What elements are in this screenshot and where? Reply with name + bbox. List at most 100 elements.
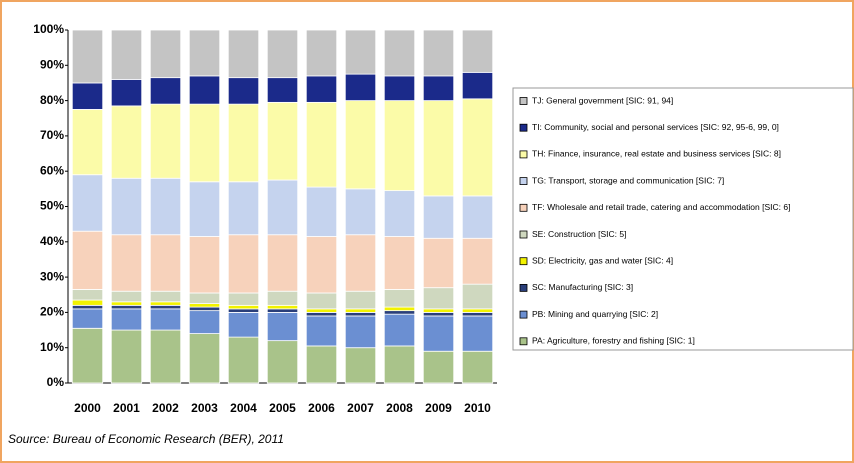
bar-segment	[266, 77, 299, 103]
bar-segment	[149, 329, 182, 384]
legend-swatch	[519, 257, 528, 266]
bar-segment	[344, 315, 377, 349]
bar-segment	[383, 29, 416, 77]
bar-segment	[71, 109, 104, 176]
bar-segment	[149, 301, 182, 306]
bar-segment	[383, 310, 416, 315]
bar-segment	[422, 100, 455, 197]
y-tick-label: 50%	[40, 199, 64, 213]
x-tick-label: 2010	[464, 401, 491, 415]
y-tick-label: 10%	[40, 340, 64, 354]
bar-segment	[149, 234, 182, 292]
bar-segment	[422, 195, 455, 239]
x-tick-label: 2000	[74, 401, 101, 415]
bar-segment	[266, 234, 299, 292]
bar-segment	[266, 308, 299, 313]
bar-segment	[344, 29, 377, 75]
bar-segment	[227, 234, 260, 294]
bar-segment	[188, 75, 221, 105]
legend-swatch	[519, 177, 528, 186]
bar-segment	[71, 230, 104, 290]
bar-segment	[383, 190, 416, 237]
bar-segment	[422, 287, 455, 310]
bar-segment	[110, 329, 143, 384]
bar-segment	[305, 315, 338, 347]
bar-segment	[344, 290, 377, 310]
bar-segment	[149, 77, 182, 105]
bar-segment	[344, 308, 377, 313]
bar-segment	[227, 181, 260, 236]
bar-segment	[461, 237, 494, 285]
bar-segment	[71, 29, 104, 84]
bar-segment	[422, 237, 455, 289]
bar-segment	[188, 181, 221, 237]
legend-swatch	[519, 97, 528, 105]
y-tick-label: 30%	[40, 269, 64, 283]
bar-segment	[188, 303, 221, 308]
x-tick-label: 2005	[269, 401, 296, 415]
x-tick-label: 2003	[191, 401, 218, 415]
bar-segment	[110, 301, 143, 306]
bar-segment	[110, 177, 143, 236]
bar-segment	[71, 308, 104, 329]
bar-segment	[110, 79, 143, 107]
bar-segment	[71, 289, 104, 301]
legend-label: TF: Wholesale and retail trade, catering…	[532, 202, 790, 212]
bar-segment	[227, 103, 260, 183]
bar-segment	[305, 236, 338, 294]
legend-label: TG: Transport, storage and communication…	[532, 175, 724, 185]
legend-box	[512, 87, 854, 351]
legend-label: SC: Manufacturing [SIC: 3]	[532, 282, 633, 292]
x-tick-label: 2008	[386, 401, 413, 415]
y-tick-label: 100%	[33, 22, 64, 36]
bar-segment	[383, 289, 416, 308]
bar-segment	[344, 347, 377, 384]
bar-segment	[461, 98, 494, 197]
bar-segment	[110, 234, 143, 292]
bar-segment	[305, 292, 338, 310]
y-tick-label: 40%	[40, 234, 64, 248]
bar-segment	[266, 311, 299, 342]
bar-segment	[461, 315, 494, 352]
bar-segment	[383, 306, 416, 312]
legend-swatch	[519, 203, 528, 212]
legend-swatch	[519, 283, 528, 292]
bar-segment	[149, 304, 182, 310]
bar-segment	[461, 308, 494, 313]
legend-label: TJ: General government [SIC: 91, 94]	[532, 95, 673, 105]
y-tick-label: 70%	[40, 128, 64, 142]
bar-segment	[305, 186, 338, 237]
bar-segment	[422, 311, 455, 317]
y-tick-label: 0%	[47, 375, 65, 389]
bar-segment	[422, 315, 455, 352]
bar-segment	[305, 345, 338, 384]
bar-segment	[305, 311, 338, 317]
bar-segment	[188, 333, 221, 384]
bar-segment	[110, 290, 143, 303]
bar-segment	[227, 77, 260, 105]
y-tick-label: 20%	[40, 305, 64, 319]
bar-segment	[383, 345, 416, 384]
bar-segment	[422, 308, 455, 313]
y-tick-label: 80%	[40, 93, 64, 107]
bar-segment	[188, 103, 221, 183]
bar-segment	[266, 29, 299, 79]
bar-segment	[188, 29, 221, 77]
bar-segment	[110, 105, 143, 179]
bar-segment	[227, 29, 260, 79]
legend-swatch	[519, 337, 528, 346]
legend-label: SD: Electricity, gas and water [SIC: 4]	[532, 255, 673, 265]
bar-segment	[188, 306, 221, 312]
y-tick-label: 60%	[40, 163, 64, 177]
bar-segment	[266, 340, 299, 384]
source: Source: Bureau of Economic Research (BER…	[8, 432, 284, 446]
legend-label: TH: Finance, insurance, real estate and …	[532, 149, 781, 159]
bar-segment	[422, 75, 455, 101]
legend-swatch	[519, 150, 528, 159]
bar-segment	[71, 327, 104, 384]
bar-segment	[149, 103, 182, 179]
bar-segment	[383, 236, 416, 290]
x-tick-label: 2002	[152, 401, 179, 415]
bar-segment	[227, 292, 260, 306]
